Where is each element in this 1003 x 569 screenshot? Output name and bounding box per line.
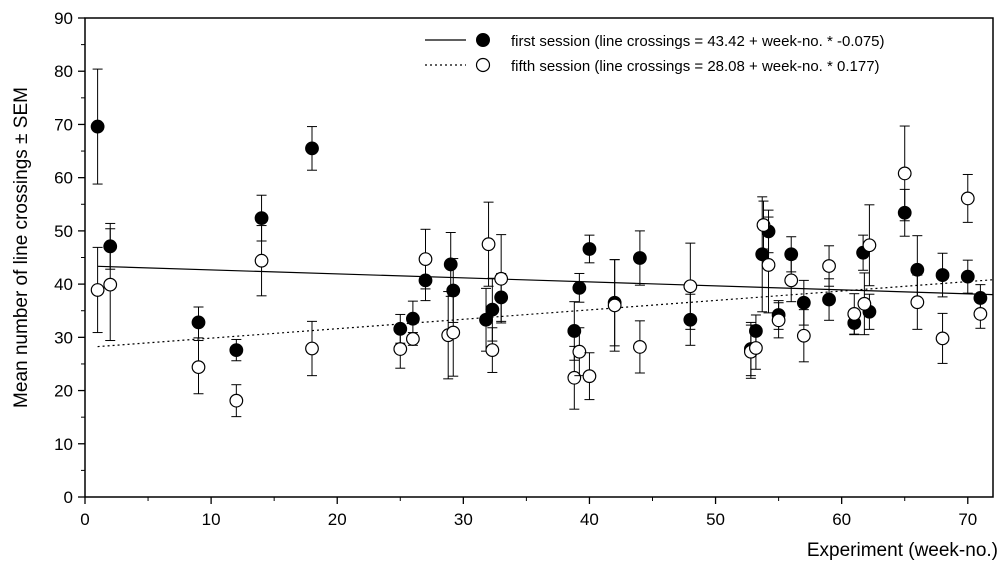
y-tick-label: 50 (54, 222, 73, 241)
y-tick-label: 20 (54, 382, 73, 401)
legend-fifth-session-label: fifth session (line crossings = 28.08 + … (511, 58, 880, 75)
x-tick-label: 30 (454, 510, 473, 529)
first-session-point (796, 295, 811, 310)
fifth-session-point (481, 237, 496, 252)
fifth-session-point (822, 259, 836, 273)
fifth-session-point (756, 218, 771, 232)
first-session-point (485, 302, 500, 317)
first-session-point (443, 257, 458, 272)
regression-line-first-session (97, 265, 994, 296)
y-tick-label: 30 (54, 328, 73, 347)
first-session-point (254, 211, 269, 226)
fifth-session-point (973, 307, 988, 321)
x-tick-label: 0 (80, 510, 89, 529)
fifth-session-point (90, 283, 105, 297)
fifth-session-point (847, 307, 862, 321)
fifth-session-point (494, 271, 509, 286)
first-session-point (935, 268, 950, 282)
plot-frame (84, 17, 994, 498)
fifth-session-point (857, 296, 872, 311)
fifth-session-point (405, 332, 420, 346)
series-fifth-session (90, 125, 988, 418)
fifth-session-point (771, 313, 786, 328)
first-session-point (572, 280, 587, 295)
first-session-point (305, 141, 319, 156)
first-session-point (822, 292, 836, 307)
fifth-session-point (935, 331, 950, 346)
series-first-session (90, 68, 988, 377)
fifth-session-point (960, 191, 975, 206)
y-tick-label: 70 (54, 115, 73, 134)
y-tick-label: 60 (54, 169, 73, 188)
legend-first-session-marker (476, 33, 490, 47)
fifth-session-point (910, 295, 925, 310)
fifth-session-point (632, 340, 647, 354)
x-tick-label: 40 (580, 510, 599, 529)
first-session-point (191, 315, 206, 330)
y-tick-label: 90 (54, 9, 73, 28)
first-session-point (582, 242, 597, 256)
y-tick-label: 80 (54, 62, 73, 81)
fifth-session-point (572, 344, 587, 359)
fifth-session-point (446, 325, 461, 340)
x-tick-label: 50 (706, 510, 725, 529)
fifth-session-point (607, 298, 622, 313)
fifth-session-point (582, 369, 597, 384)
fifth-session-point (103, 277, 118, 292)
x-tick-label: 10 (202, 510, 221, 529)
legend: first session (line crossings = 43.42 + … (425, 33, 885, 75)
fifth-session-point (305, 341, 319, 356)
fifth-session-point (418, 252, 433, 266)
first-session-point (90, 119, 105, 134)
fifth-session-point (784, 273, 799, 288)
fifth-session-point (796, 328, 811, 343)
x-tick-label: 20 (328, 510, 347, 529)
x-tick-label: 70 (958, 510, 977, 529)
fifth-session-point (254, 253, 269, 268)
y-tick-label: 10 (54, 435, 73, 454)
fifth-session-point (897, 166, 912, 181)
legend-first-session-label: first session (line crossings = 43.42 + … (511, 33, 885, 50)
x-tick-label: 60 (832, 510, 851, 529)
first-session-point (405, 311, 420, 326)
x-axis-title: Experiment (week-no.) (807, 540, 998, 561)
plot-area (90, 68, 994, 418)
axes: 0 10 20 30 40 50 60 70 0 10 20 30 40 50 60 70 80 90 (54, 9, 977, 529)
fifth-session-point (749, 341, 763, 355)
fifth-session-point (229, 393, 244, 408)
fifth-session-point (761, 258, 776, 272)
legend-fifth-session-marker (475, 57, 491, 73)
fifth-session-point (567, 370, 582, 385)
fifth-session-point (683, 279, 698, 294)
fifth-session-point (191, 360, 206, 375)
fifth-session-point (393, 342, 408, 356)
first-session-point (567, 324, 582, 338)
first-session-point (960, 269, 975, 284)
first-session-point (910, 262, 925, 277)
first-session-point (229, 343, 244, 358)
y-tick-label: 40 (54, 275, 73, 294)
y-axis-title: Mean number of line crossings ± SEM (11, 87, 32, 408)
fifth-session-point (485, 343, 500, 358)
y-tick-label: 0 (64, 488, 73, 507)
first-session-point (632, 251, 647, 265)
fifth-session-point (862, 238, 877, 253)
